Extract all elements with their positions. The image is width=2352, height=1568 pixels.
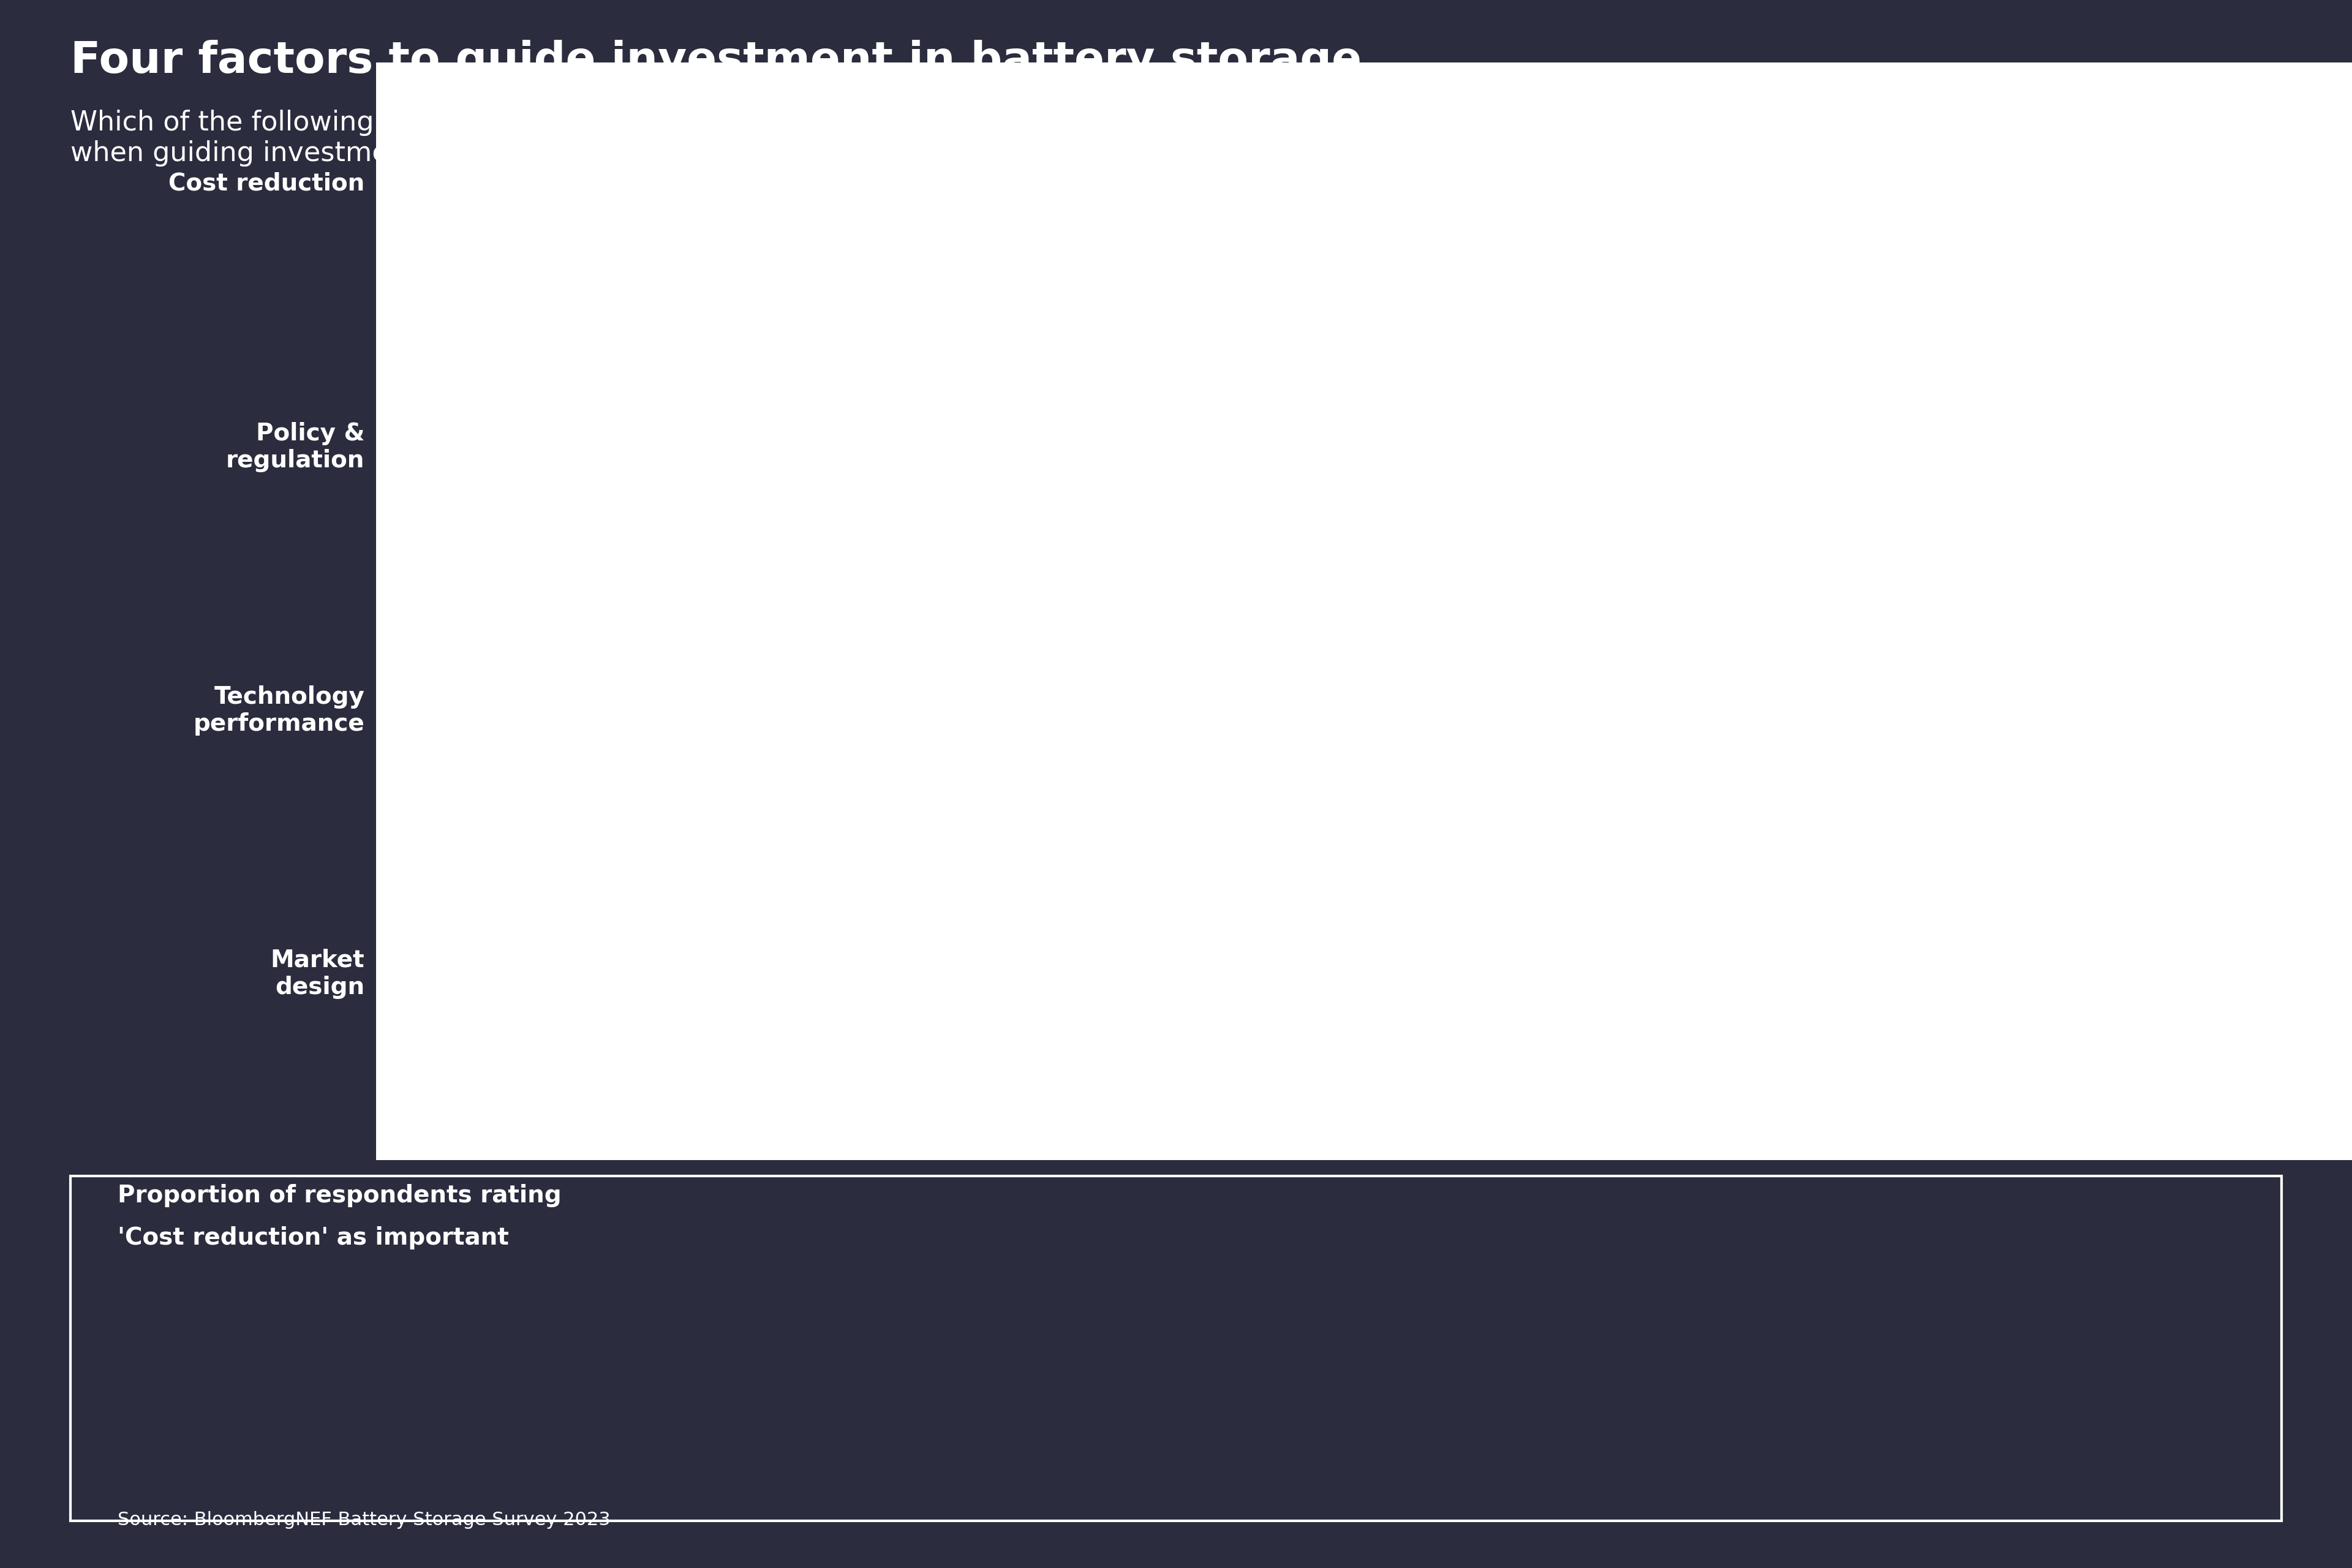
Text: Very important: Very important <box>670 1403 811 1421</box>
Text: Policy &
regulation: Policy & regulation <box>226 422 365 472</box>
Text: Technology
performance: Technology performance <box>193 685 365 735</box>
Text: Source: BloombergNEF Battery Storage Survey 2023: Source: BloombergNEF Battery Storage Sur… <box>118 1512 612 1529</box>
Text: 58%: 58% <box>1552 698 1618 723</box>
Bar <box>376 63 2352 304</box>
Text: Important: Important <box>1482 1403 1573 1421</box>
Text: Four factors to guide investment in battery storage: Four factors to guide investment in batt… <box>71 39 1362 82</box>
Bar <box>2046 1278 2211 1388</box>
Text: Not important: Not important <box>2063 1403 2194 1421</box>
Text: Which of the following factors are most important
when guiding investment decisi: Which of the following factors are most … <box>71 110 821 166</box>
Bar <box>1341 1278 1715 1388</box>
Text: 72%: 72% <box>1828 434 1893 459</box>
Text: Somewhat important: Somewhat important <box>1780 1403 1978 1421</box>
Bar <box>376 590 1522 831</box>
Text: 58%: 58% <box>710 1320 771 1345</box>
Bar <box>376 853 1265 1094</box>
Text: Market
design: Market design <box>270 949 365 999</box>
Text: 'Cost reduction' as important: 'Cost reduction' as important <box>118 1226 508 1250</box>
Text: Proportion of respondents rating: Proportion of respondents rating <box>118 1184 562 1207</box>
Bar <box>376 326 1799 568</box>
Text: Cost reduction: Cost reduction <box>169 172 365 194</box>
Text: 8%: 8% <box>2107 1320 2150 1345</box>
Text: 16%: 16% <box>1849 1320 1910 1345</box>
Text: 18%: 18% <box>1498 1320 1559 1345</box>
Bar <box>141 1278 1341 1388</box>
Text: 45%: 45% <box>1296 961 1359 986</box>
Bar <box>1715 1278 2046 1388</box>
